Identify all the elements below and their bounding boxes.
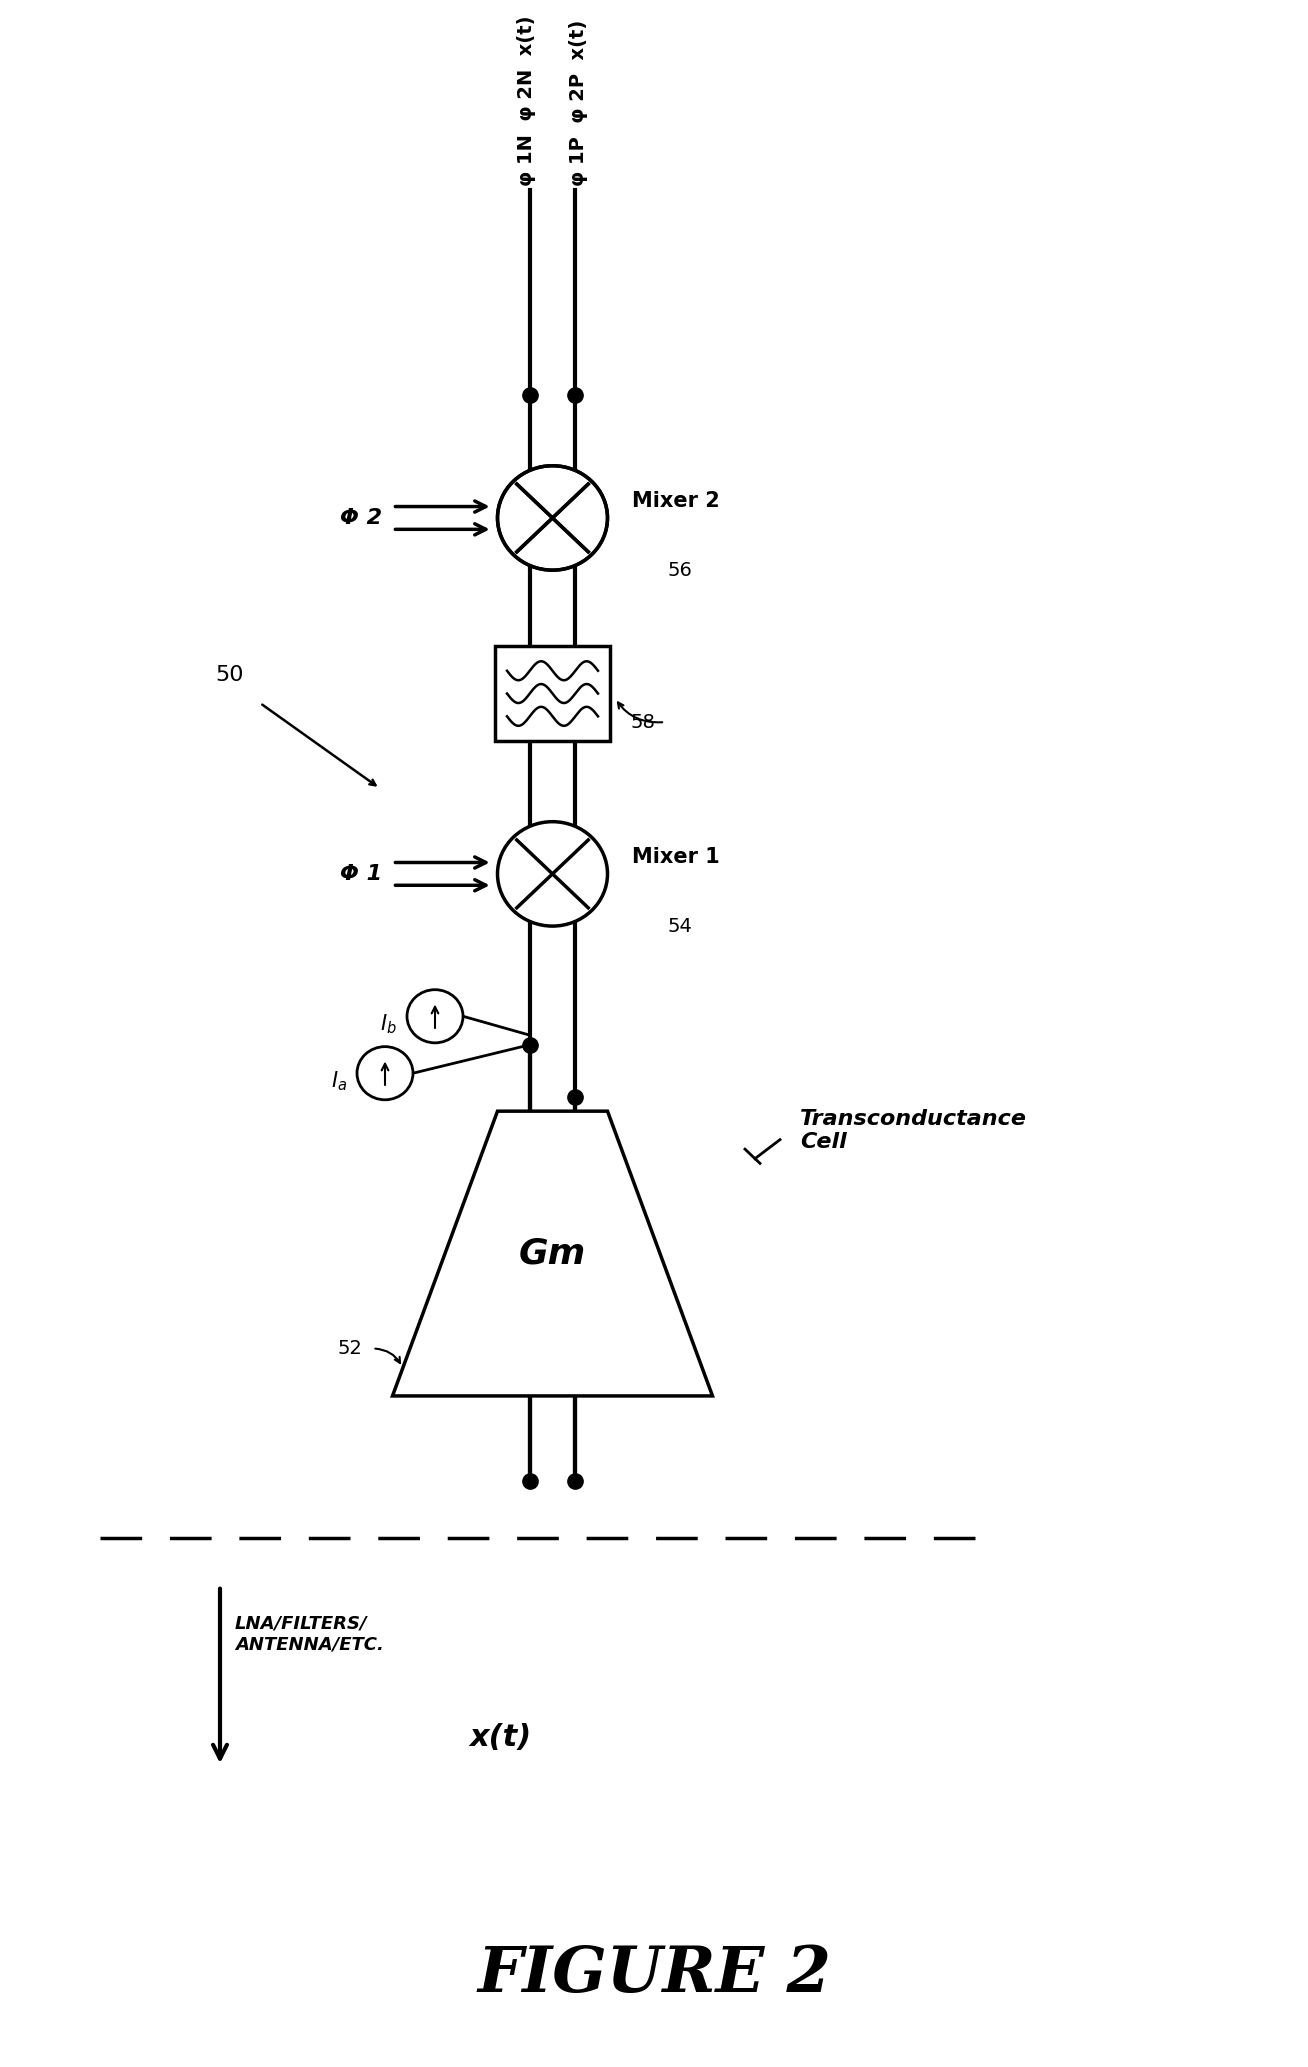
Text: x(t): x(t) [468,1724,531,1753]
Text: 52: 52 [337,1339,362,1358]
Text: Gm: Gm [519,1236,586,1271]
Text: Mixer 2: Mixer 2 [633,490,721,511]
Text: φ 1P  φ 2P  x(t): φ 1P φ 2P x(t) [569,19,589,186]
Circle shape [497,465,607,570]
Text: LNA/FILTERS/
ANTENNA/ETC.: LNA/FILTERS/ ANTENNA/ETC. [235,1614,383,1654]
Text: 50: 50 [216,666,245,684]
Circle shape [357,1046,413,1100]
Text: FIGURE 2: FIGURE 2 [477,1945,831,2005]
Text: Φ 2: Φ 2 [340,508,382,527]
Text: Transconductance
Cell: Transconductance Cell [800,1108,1027,1151]
Text: Mixer 1: Mixer 1 [633,847,721,866]
Text: 58: 58 [630,713,655,732]
Text: $I_b$: $I_b$ [381,1013,398,1036]
Bar [494,647,610,740]
Circle shape [497,823,607,926]
Text: 54: 54 [667,916,692,936]
Polygon shape [392,1112,713,1395]
Text: φ 1N  φ 2N  x(t): φ 1N φ 2N x(t) [517,14,535,186]
Circle shape [407,990,463,1044]
Text: Φ 1: Φ 1 [340,864,382,885]
Text: 56: 56 [667,560,692,579]
Text: $I_a$: $I_a$ [331,1069,347,1093]
